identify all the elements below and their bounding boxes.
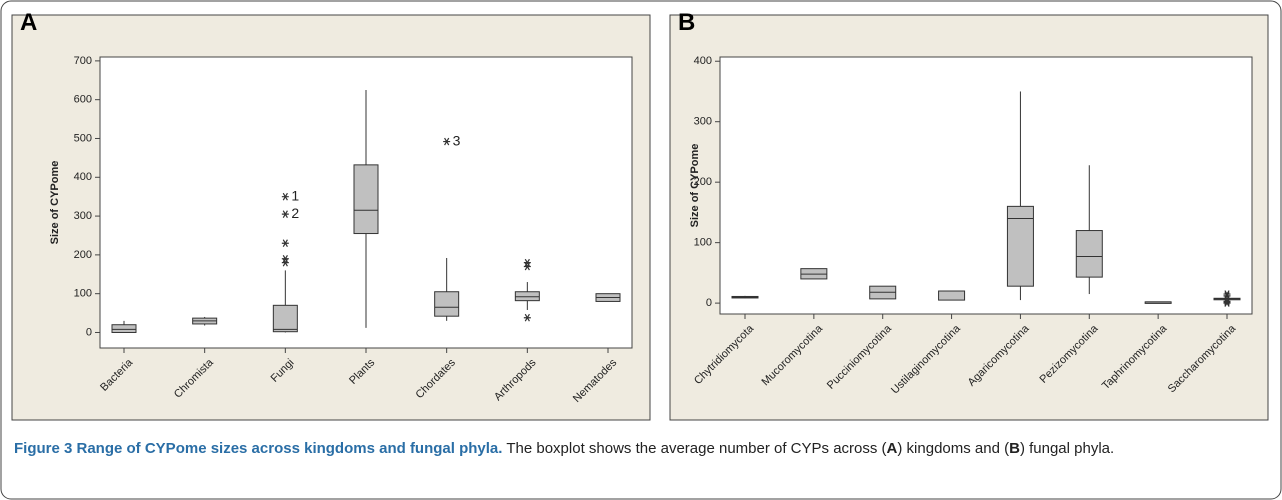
box bbox=[1006, 205, 1034, 287]
y-axis-label: Size of CYPome bbox=[689, 144, 701, 228]
y-tick-label: 300 bbox=[74, 210, 92, 222]
y-tick-label: 0 bbox=[86, 326, 92, 338]
y-axis-label: Size of CYPome bbox=[49, 161, 61, 245]
box bbox=[938, 290, 966, 301]
y-tick-label: 400 bbox=[74, 171, 92, 183]
y-tick-label: 200 bbox=[694, 176, 712, 188]
y-tick-label: 600 bbox=[74, 94, 92, 106]
caption-text: B bbox=[1009, 440, 1020, 457]
caption-title: Figure 3 Range of CYPome sizes across ki… bbox=[14, 440, 503, 457]
y-tick-label: 0 bbox=[706, 297, 712, 309]
outlier bbox=[523, 262, 531, 271]
outlier bbox=[281, 192, 289, 201]
outlier bbox=[523, 313, 531, 322]
box bbox=[1075, 230, 1103, 278]
y-tick-label: 500 bbox=[74, 132, 92, 144]
outlier-label: 3 bbox=[453, 132, 461, 148]
box bbox=[434, 291, 460, 317]
outlier bbox=[443, 137, 451, 146]
caption-text: ) kingdoms and ( bbox=[897, 440, 1010, 457]
box bbox=[272, 304, 298, 333]
outlier bbox=[281, 239, 289, 248]
outlier-label: 2 bbox=[291, 205, 299, 221]
box bbox=[514, 291, 540, 302]
y-tick-label: 300 bbox=[694, 116, 712, 128]
outlier bbox=[1223, 290, 1231, 298]
y-tick-label: 400 bbox=[694, 55, 712, 67]
plot-area bbox=[719, 56, 1253, 315]
outlier-label: 1 bbox=[291, 187, 299, 203]
caption-text: A bbox=[886, 440, 898, 457]
panel-label: A bbox=[20, 9, 37, 36]
y-tick-label: 100 bbox=[74, 288, 92, 300]
outlier bbox=[281, 210, 289, 218]
caption-text: The boxplot shows the average number of … bbox=[502, 440, 887, 457]
panel-label: B bbox=[678, 9, 695, 36]
box bbox=[111, 324, 137, 333]
y-tick-label: 100 bbox=[694, 237, 712, 249]
outlier bbox=[281, 258, 289, 267]
y-tick-label: 700 bbox=[74, 55, 92, 67]
y-tick-label: 200 bbox=[74, 249, 92, 261]
box bbox=[353, 164, 379, 235]
caption: Figure 3 Range of CYPome sizes across ki… bbox=[14, 438, 1264, 460]
caption-text: ) fungal phyla. bbox=[1019, 440, 1115, 457]
